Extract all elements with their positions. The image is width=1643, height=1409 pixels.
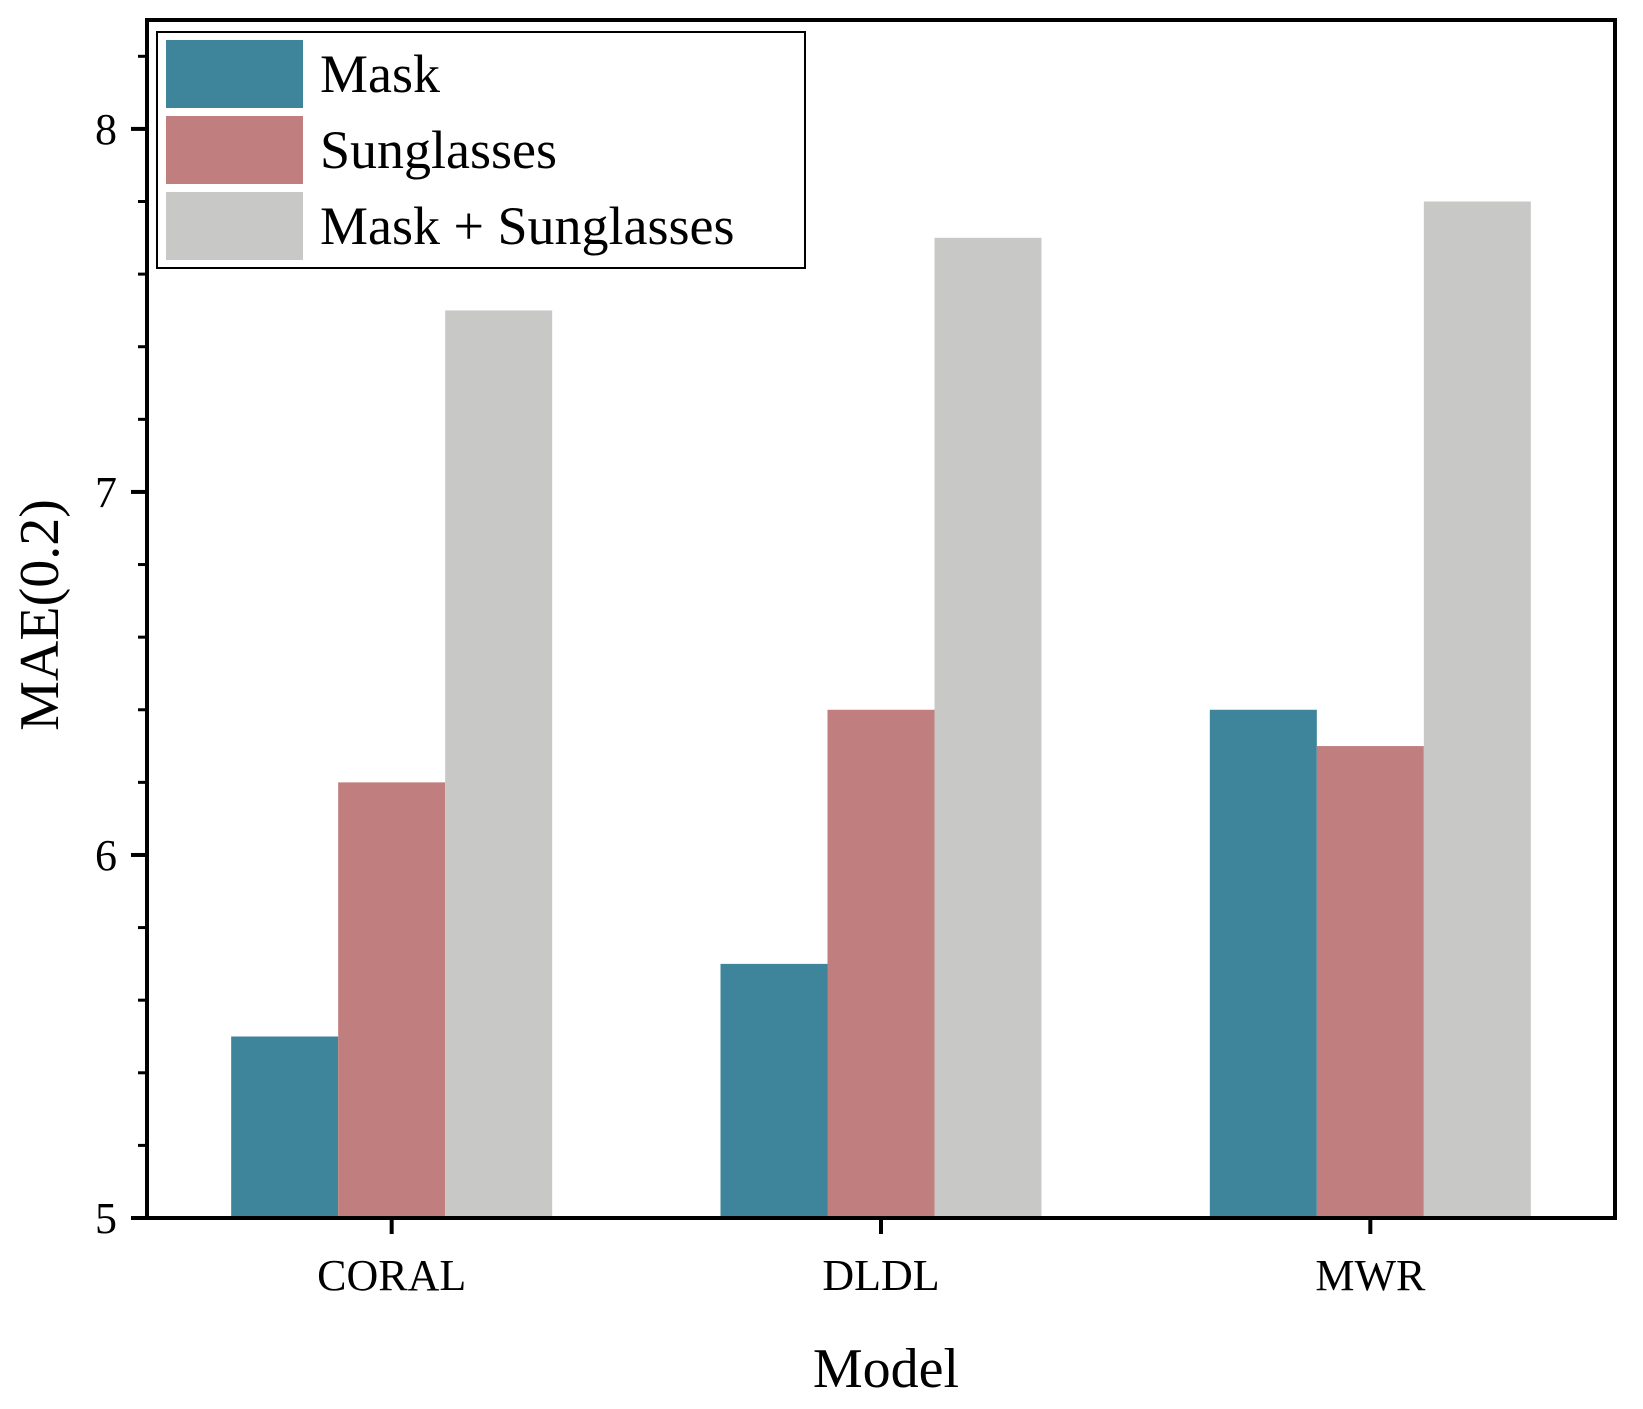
x-tick-label: CORAL (317, 1251, 466, 1300)
bar-mask-sunglasses-coral (445, 310, 553, 1218)
legend-label: Sunglasses (320, 120, 557, 180)
bar-mask-sunglasses-mwr (1423, 201, 1531, 1219)
legend-label: Mask (320, 44, 440, 104)
y-tick-label: 7 (95, 468, 117, 517)
legend-label: Mask + Sunglasses (320, 196, 734, 256)
x-tick-label: DLDL (822, 1251, 939, 1300)
y-tick-label: 8 (95, 105, 117, 154)
legend-swatch (166, 116, 303, 184)
x-tick-label: MWR (1315, 1251, 1426, 1300)
bar-mask-sunglasses-dldl (934, 237, 1042, 1218)
bar-sunglasses-mwr (1316, 746, 1424, 1218)
bar-sunglasses-dldl (827, 709, 935, 1218)
legend-swatch (166, 192, 303, 260)
axes-layer: 5 6 7 8 CORAL DLDL MWR (95, 18, 1617, 1300)
y-axis-title: MAE(0.2) (9, 499, 71, 731)
bars-layer (231, 201, 1531, 1219)
bar-mask-coral (231, 1036, 339, 1218)
legend: Mask Sunglasses Mask + Sunglasses (156, 31, 806, 269)
y-tick-label: 5 (95, 1194, 117, 1243)
legend-swatch (166, 40, 303, 108)
bar-mask-dldl (720, 963, 828, 1218)
x-axis-title: Model (813, 1338, 959, 1400)
bar-mask-mwr (1209, 709, 1317, 1218)
bar-sunglasses-coral (338, 782, 446, 1218)
y-tick-label: 6 (95, 831, 117, 880)
